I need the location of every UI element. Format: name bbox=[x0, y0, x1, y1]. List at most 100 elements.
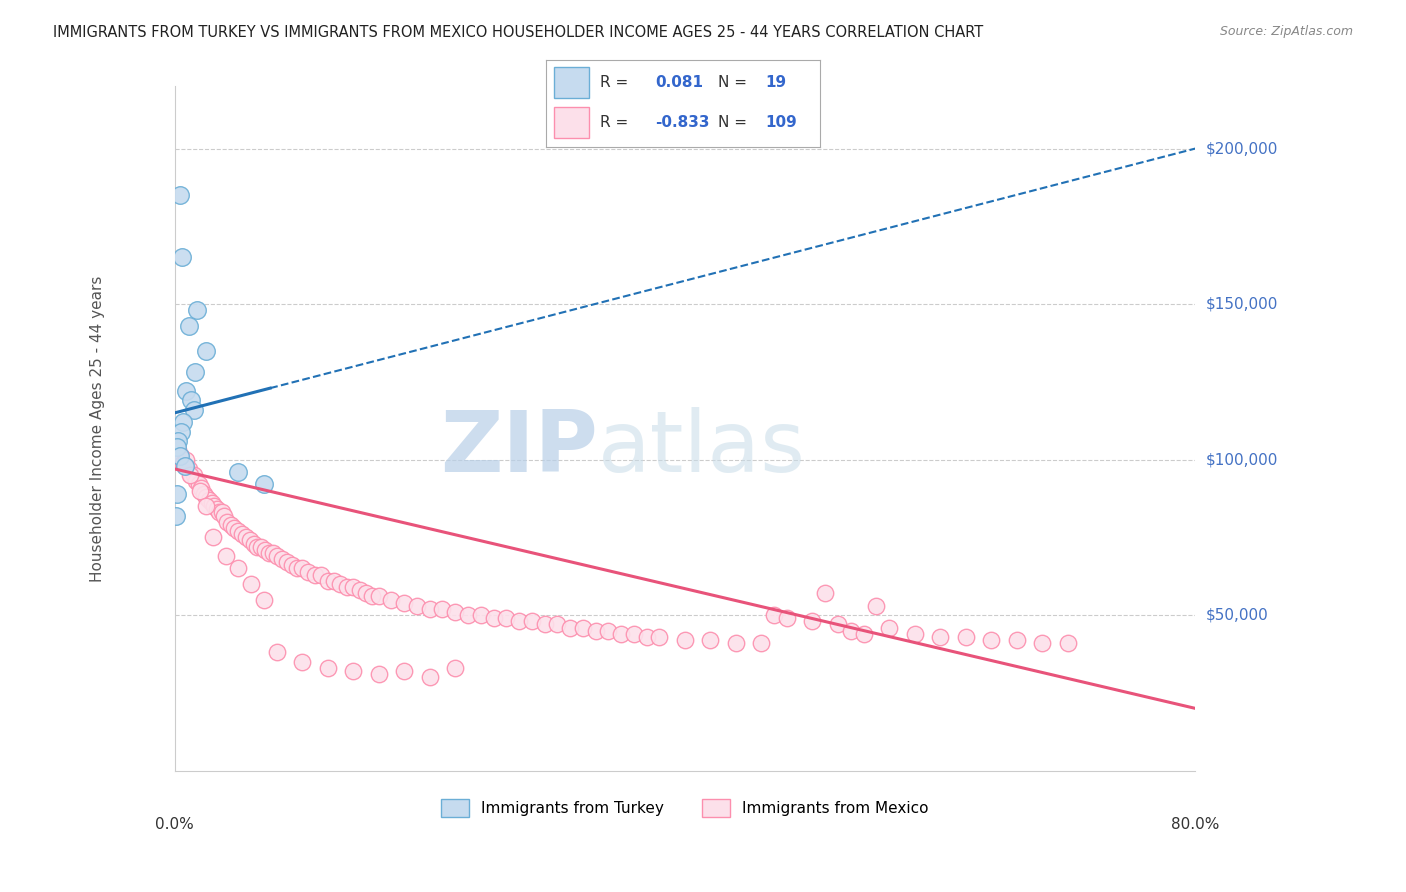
Point bbox=[1056, 636, 1078, 650]
Point bbox=[215, 515, 238, 529]
Text: R =: R = bbox=[600, 115, 628, 130]
Point bbox=[1005, 632, 1028, 647]
Point bbox=[444, 661, 467, 675]
Point bbox=[623, 626, 645, 640]
Point bbox=[929, 630, 952, 644]
Point bbox=[235, 530, 257, 544]
Point bbox=[380, 592, 402, 607]
Point bbox=[172, 456, 194, 470]
Point bbox=[495, 611, 517, 625]
Bar bbox=[554, 107, 589, 138]
Point bbox=[167, 434, 190, 448]
Point bbox=[281, 558, 304, 573]
Point bbox=[636, 630, 658, 644]
Point bbox=[585, 624, 607, 638]
Point bbox=[193, 487, 215, 501]
Text: $150,000: $150,000 bbox=[1205, 296, 1278, 311]
Point bbox=[180, 393, 202, 408]
Point bbox=[208, 505, 231, 519]
Point bbox=[877, 620, 900, 634]
Text: 19: 19 bbox=[765, 75, 786, 90]
Point bbox=[172, 251, 194, 265]
Point bbox=[323, 574, 346, 588]
Point bbox=[202, 500, 225, 514]
Point bbox=[776, 611, 799, 625]
Point bbox=[190, 481, 212, 495]
Point bbox=[253, 477, 276, 491]
Point bbox=[598, 624, 620, 638]
Point bbox=[520, 615, 543, 629]
Point bbox=[349, 583, 371, 598]
Point bbox=[955, 630, 977, 644]
Point bbox=[257, 546, 280, 560]
Point bbox=[266, 645, 288, 659]
Point bbox=[167, 443, 190, 458]
Point bbox=[276, 555, 298, 569]
Point bbox=[177, 462, 200, 476]
Point bbox=[316, 574, 339, 588]
Point bbox=[827, 617, 849, 632]
Point bbox=[814, 586, 837, 600]
Point bbox=[228, 524, 250, 538]
Point bbox=[186, 475, 208, 489]
Point bbox=[195, 490, 218, 504]
Text: $50,000: $50,000 bbox=[1205, 607, 1268, 623]
Point bbox=[177, 318, 200, 333]
Point bbox=[533, 617, 555, 632]
Point bbox=[228, 561, 250, 575]
Point bbox=[188, 483, 211, 498]
Text: IMMIGRANTS FROM TURKEY VS IMMIGRANTS FROM MEXICO HOUSEHOLDER INCOME AGES 25 - 44: IMMIGRANTS FROM TURKEY VS IMMIGRANTS FRO… bbox=[53, 25, 984, 40]
Point bbox=[180, 468, 202, 483]
Point bbox=[699, 632, 721, 647]
Point bbox=[572, 620, 595, 634]
Point bbox=[419, 670, 441, 684]
Point bbox=[903, 626, 925, 640]
Point bbox=[546, 617, 568, 632]
Point bbox=[246, 540, 269, 554]
Point bbox=[174, 384, 197, 399]
Point bbox=[329, 577, 352, 591]
Point bbox=[763, 608, 786, 623]
Point bbox=[179, 468, 201, 483]
Point bbox=[183, 402, 205, 417]
Point bbox=[392, 664, 415, 678]
Point bbox=[183, 468, 205, 483]
Point bbox=[336, 580, 359, 594]
Text: Householder Income Ages 25 - 44 years: Householder Income Ages 25 - 44 years bbox=[90, 276, 105, 582]
Point bbox=[724, 636, 747, 650]
Point bbox=[224, 521, 246, 535]
Point bbox=[419, 602, 441, 616]
Point bbox=[170, 425, 193, 439]
Point bbox=[1031, 636, 1053, 650]
Point bbox=[291, 561, 314, 575]
Point bbox=[219, 517, 242, 532]
Text: $200,000: $200,000 bbox=[1205, 141, 1278, 156]
Point bbox=[392, 596, 415, 610]
Point bbox=[165, 508, 187, 523]
Text: ZIP: ZIP bbox=[440, 408, 598, 491]
Point bbox=[231, 527, 253, 541]
Point bbox=[342, 580, 364, 594]
Point bbox=[169, 450, 191, 464]
Text: 109: 109 bbox=[765, 115, 797, 130]
Text: 0.0%: 0.0% bbox=[155, 817, 194, 832]
Point bbox=[316, 661, 339, 675]
Point bbox=[470, 608, 492, 623]
Point bbox=[801, 615, 824, 629]
Point bbox=[342, 664, 364, 678]
Point bbox=[865, 599, 887, 613]
Point bbox=[170, 450, 193, 464]
Point bbox=[184, 366, 207, 380]
Point bbox=[558, 620, 581, 634]
Text: Source: ZipAtlas.com: Source: ZipAtlas.com bbox=[1219, 25, 1353, 38]
Point bbox=[205, 502, 228, 516]
Point bbox=[648, 630, 671, 644]
Point bbox=[174, 452, 197, 467]
Point bbox=[482, 611, 505, 625]
Point bbox=[211, 505, 233, 519]
Point bbox=[262, 546, 284, 560]
Point bbox=[228, 465, 250, 479]
Point bbox=[195, 343, 218, 358]
Point bbox=[172, 415, 194, 429]
Text: N =: N = bbox=[718, 115, 747, 130]
